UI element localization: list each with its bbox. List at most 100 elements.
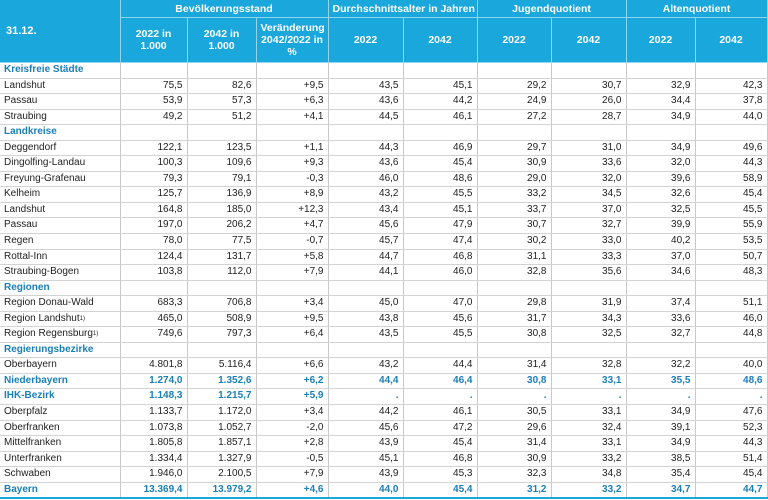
row-label-text: Region Regensburg [4,328,93,340]
empty-cell [551,124,627,141]
value-cell: 683,3 [120,295,188,312]
value-cell: 31,4 [477,357,552,374]
value-cell: 45,3 [403,466,478,483]
value-cell: 33,1 [551,404,627,421]
empty-cell [551,62,627,79]
value-cell: 136,9 [187,186,257,203]
value-cell: 749,6 [120,326,188,343]
table-row: Dingolfing-Landau 100,3 109,6 +9,3 43,6 45,4 3… [0,155,768,172]
row-label: IHK-Bezirk [0,388,121,406]
value-cell: 31,4 [477,435,552,452]
value-cell: 49,6 [695,140,768,157]
value-cell: +6,4 [256,326,329,343]
footnote-marker: 1) [92,331,99,338]
value-cell: 30,7 [551,78,627,95]
row-label-text: Oberfranken [4,421,60,433]
row-label-text: Dingolfing-Landau [4,157,86,169]
value-cell: 45,1 [328,451,404,468]
value-cell: 46,1 [403,404,478,421]
value-cell: 1.334,4 [120,451,188,468]
value-cell: 185,0 [187,202,257,219]
value-cell: 1.133,7 [120,404,188,421]
value-cell: 508,9 [187,311,257,328]
table-row: Rottal-Inn 124,4 131,7 +5,8 44,7 46,8 31,1 33,3… [0,249,768,266]
row-label: Bayern [0,482,121,500]
col-header-old-2022: 2022 [626,17,696,63]
value-cell: 44,0 [695,109,768,126]
value-cell: 706,8 [187,295,257,312]
value-cell: 43,4 [328,202,404,219]
row-label: Deggendorf [0,140,121,157]
value-cell: 1.148,3 [120,388,188,406]
value-cell: 43,2 [328,357,404,374]
table-row: Passau 53,9 57,3 +6,3 43,6 44,2 24,9 26,0 34,4 37… [0,93,768,110]
value-cell: 31,2 [477,482,552,500]
value-cell: 44,7 [328,249,404,266]
row-label-text: Oberbayern [4,359,57,371]
value-cell: 46,1 [403,109,478,126]
value-cell: 45,5 [403,186,478,203]
value-cell: 51,4 [695,451,768,468]
empty-cell [626,124,696,141]
empty-cell [695,342,768,359]
row-label-text: Straubing [4,110,47,122]
value-cell: 29,0 [477,171,552,188]
row-label: Dingolfing-Landau [0,155,121,172]
col-header-youth-2022: 2022 [477,17,552,63]
value-cell: 44,0 [328,482,404,500]
value-cell: 46,4 [403,373,478,390]
row-label: Unterfranken [0,451,121,468]
value-cell: +2,8 [256,435,329,452]
value-cell: +8,9 [256,186,329,203]
value-cell: 34,6 [626,264,696,281]
value-cell: 27,2 [477,109,552,126]
value-cell: -0,5 [256,451,329,468]
value-cell: 39,6 [626,171,696,188]
value-cell: 31,7 [477,311,552,328]
table-row: Landshut 164,8 185,0 +12,3 43,4 45,1 33,7 37,0 3… [0,202,768,219]
value-cell: 57,3 [187,93,257,110]
value-cell: 1.172,0 [187,404,257,421]
value-cell: 33,1 [551,435,627,452]
row-label-text: Straubing-Bogen [4,266,80,278]
value-cell: 45,1 [403,202,478,219]
empty-cell [120,280,188,297]
empty-cell [626,62,696,79]
empty-cell [256,280,329,297]
col-header-old-2042: 2042 [695,17,768,63]
value-cell: 34,5 [551,186,627,203]
value-cell: 34,3 [551,311,627,328]
value-cell: 103,8 [120,264,188,281]
value-cell: 131,7 [187,249,257,266]
value-cell: 1.805,8 [120,435,188,452]
value-cell: +3,4 [256,404,329,421]
section-row: Kreisfreie Städte [0,62,768,79]
value-cell: 29,8 [477,295,552,312]
value-cell: 37,0 [551,202,627,219]
row-label-text: Passau [4,95,38,107]
value-cell: 55,9 [695,217,768,235]
row-label-text: Freyung-Grafenau [4,172,86,184]
row-label: Schwaben [0,466,121,483]
value-cell: 33,6 [626,311,696,328]
value-cell: 37,0 [626,249,696,266]
empty-cell [328,62,404,79]
value-cell: 39,9 [626,217,696,235]
section-row: Regierungsbezirke [0,342,768,359]
value-cell: 100,3 [120,155,188,172]
value-cell: 30,5 [477,404,552,421]
value-cell: 47,6 [695,404,768,421]
col-header-pop-2042: 2042 in 1.000 [187,17,257,63]
table-row: IHK-Bezirk 1.148,3 1.215,7 +5,9...... [0,388,768,406]
empty-cell [403,280,478,297]
col-header-age-2042: 2042 [403,17,478,63]
table-row: Oberfranken 1.073,8 1.052,7 -2,0 45,6 47,2 29,… [0,420,768,437]
row-label: Straubing [0,109,121,126]
value-cell: 13.369,4 [120,482,188,500]
value-cell: 45,4 [403,155,478,172]
empty-cell [120,62,188,79]
value-cell: 124,4 [120,249,188,266]
value-cell: 29,7 [477,140,552,157]
value-cell: 44,4 [328,373,404,390]
value-cell: 33,2 [551,482,627,500]
